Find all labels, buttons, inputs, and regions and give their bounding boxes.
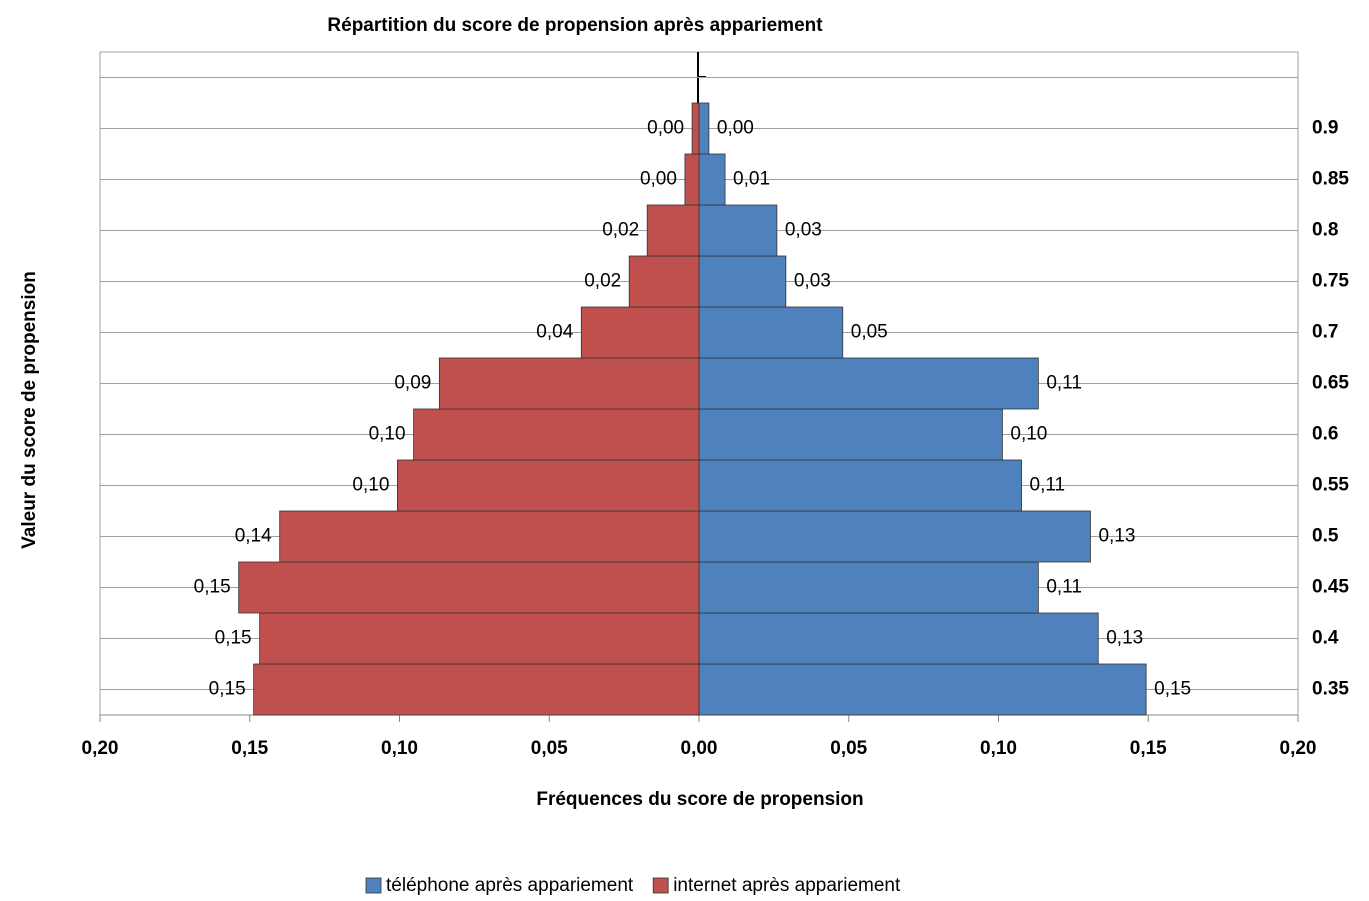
bar [628,255,700,308]
y-tick-label: 0.5 [1312,526,1339,547]
bar [698,408,1003,461]
legend-label: téléphone après appariement [386,875,634,896]
bar [646,204,700,257]
bar [413,408,700,461]
data-label: 0,10 [1010,424,1047,445]
chart-title: Répartition du score de propension après… [327,15,823,36]
bar [580,306,700,359]
x-axis-title: Fréquences du score de propension [536,789,863,810]
data-label: 0,00 [647,118,684,139]
data-label: 0,04 [536,322,573,343]
data-label: 0,11 [1046,373,1082,394]
x-tick-label: 0,00 [681,738,718,759]
bar [698,255,787,308]
y-tick-label: 0.85 [1312,169,1349,190]
bar [684,153,700,206]
y-tick-label: 0.75 [1312,271,1349,292]
y-tick-label: 0.65 [1312,373,1349,394]
y-tick-label: 0.35 [1312,679,1349,700]
data-label: 0,02 [584,271,621,292]
data-label: 0,03 [794,271,831,292]
data-label: 0,15 [1154,679,1191,700]
bar [698,306,844,359]
data-label: 0,11 [1030,475,1066,496]
x-tick-label: 0,20 [82,738,119,759]
data-label: 0,05 [851,322,888,343]
x-tick-label: 0,20 [1280,738,1317,759]
data-label: 0,02 [602,220,639,241]
x-tick-label: 0,05 [830,738,867,759]
x-tick-label: 0,10 [381,738,418,759]
data-label: 0,11 [1046,577,1082,598]
data-label: 0,15 [209,679,246,700]
data-label: 0,13 [1098,526,1135,547]
bar [691,102,700,155]
bar [259,612,700,665]
data-label: 0,13 [1106,628,1143,649]
bar [698,663,1147,716]
bar [698,510,1091,563]
y-tick-label: 0.6 [1312,424,1338,445]
bar [698,612,1099,665]
bar [253,663,700,716]
bar [698,153,726,206]
x-tick-label: 0,10 [980,738,1017,759]
data-label: 0,15 [194,577,231,598]
data-label: 0,10 [352,475,389,496]
y-tick-label: 0.7 [1312,322,1338,343]
data-label: 0,00 [717,118,754,139]
data-label: 0,01 [733,169,770,190]
legend-label: internet après appariement [673,875,901,896]
y-tick-label: 0.9 [1312,118,1338,139]
data-label: 0,10 [369,424,406,445]
bar [397,459,700,512]
bar [698,204,778,257]
x-tick-label: 0,15 [1130,738,1167,759]
legend-swatch [652,877,669,894]
y-tick-label: 0.4 [1312,628,1339,649]
y-axis-title: Valeur du score de propension [19,271,40,549]
bar [438,357,700,410]
bar [698,561,1039,614]
bar [279,510,700,563]
data-label: 0,14 [235,526,272,547]
data-label: 0,00 [640,169,677,190]
y-tick-label: 0.55 [1312,475,1349,496]
data-label: 0,03 [785,220,822,241]
y-tick-label: 0.45 [1312,577,1349,598]
y-tick-label: 0.8 [1312,220,1338,241]
bar [698,357,1039,410]
x-tick-label: 0,15 [231,738,268,759]
data-label: 0,15 [215,628,252,649]
legend-swatch [365,877,382,894]
x-tick-label: 0,05 [531,738,568,759]
bar [698,102,710,155]
bar [238,561,700,614]
data-label: 0,09 [394,373,431,394]
bar [698,459,1022,512]
